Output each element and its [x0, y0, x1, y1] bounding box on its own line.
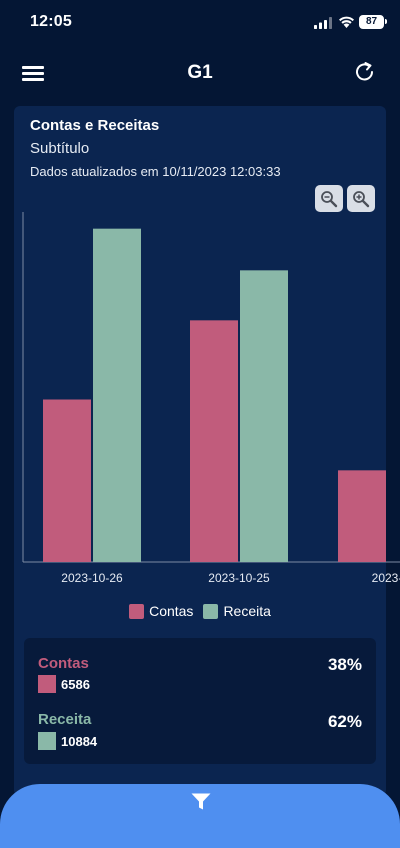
summary-swatch-receita	[38, 732, 56, 750]
bar-receita-2023-10-26[interactable]	[93, 228, 141, 562]
card-subtitle: Subtítulo	[30, 140, 90, 157]
bar-contas-2023-10-25[interactable]	[190, 320, 238, 562]
zoom-out-icon	[321, 190, 338, 207]
legend-label-receita: Receita	[223, 603, 271, 619]
summary-name-receita: Receita	[38, 711, 92, 728]
legend-item-receita[interactable]: Receita	[203, 603, 271, 619]
status-bar: 12:05 87	[0, 0, 400, 44]
chart-legend: Contas Receita	[0, 603, 400, 619]
battery-icon: 87	[359, 15, 384, 29]
legend-swatch-receita	[203, 603, 219, 619]
legend-swatch-contas	[129, 603, 145, 619]
bar-contas-2023-10-26[interactable]	[43, 399, 91, 563]
filter-icon	[191, 793, 211, 810]
zoom-in-icon	[353, 190, 370, 207]
summary-box: Contas 6586 38% Receita 10884 62%	[24, 638, 376, 764]
card-title: Contas e Receitas	[30, 117, 160, 134]
battery-tip	[385, 19, 387, 24]
wifi-icon	[339, 16, 354, 28]
x-tick-label: 2023-10-25	[208, 571, 270, 585]
updated-timestamp: Dados atualizados em 10/11/2023 12:03:33	[30, 164, 281, 179]
battery-level: 87	[365, 16, 378, 27]
signal-icon	[314, 17, 332, 29]
legend-label-contas: Contas	[149, 603, 194, 619]
refresh-icon[interactable]	[353, 60, 377, 84]
page-title: G1	[187, 62, 213, 83]
status-time: 12:05	[30, 13, 72, 30]
summary-value-receita: 10884	[61, 734, 98, 749]
bar-chart: 2023-10-26 2023-10-25 2023-	[22, 212, 400, 585]
x-tick-label: 2023-	[372, 571, 400, 585]
legend-item-contas[interactable]: Contas	[129, 603, 193, 619]
bar-receita-2023-10-25[interactable]	[240, 270, 288, 562]
summary-percent-receita: 62%	[327, 712, 362, 731]
bar-contas-2023-10-24[interactable]	[338, 470, 386, 562]
summary-percent-contas: 38%	[327, 655, 362, 674]
zoom-in-button[interactable]	[347, 185, 375, 212]
zoom-out-button[interactable]	[315, 185, 343, 212]
summary-value-contas: 6586	[61, 677, 90, 692]
summary-name-contas: Contas	[38, 655, 89, 672]
summary-swatch-contas	[38, 675, 56, 693]
menu-icon[interactable]	[22, 63, 46, 83]
x-tick-label: 2023-10-26	[61, 571, 123, 585]
